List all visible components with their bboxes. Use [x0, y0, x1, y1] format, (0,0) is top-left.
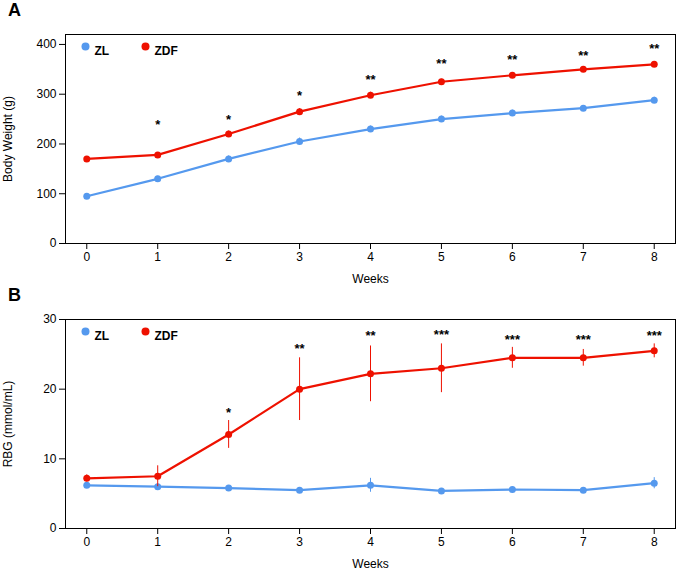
- svg-text:6: 6: [509, 535, 516, 549]
- svg-text:200: 200: [36, 137, 56, 151]
- svg-text:Weeks: Weeks: [352, 557, 388, 571]
- svg-text:300: 300: [36, 87, 56, 101]
- svg-text:5: 5: [438, 535, 445, 549]
- svg-text:**: **: [365, 72, 376, 87]
- svg-text:30: 30: [43, 312, 57, 326]
- svg-text:7: 7: [580, 535, 587, 549]
- svg-text:0: 0: [50, 236, 57, 250]
- svg-text:2: 2: [225, 250, 232, 264]
- svg-text:20: 20: [43, 382, 57, 396]
- svg-text:3: 3: [296, 535, 303, 549]
- svg-text:0: 0: [83, 535, 90, 549]
- svg-text:*: *: [155, 117, 161, 132]
- svg-text:3: 3: [296, 250, 303, 264]
- svg-text:***: ***: [434, 327, 450, 342]
- svg-text:4: 4: [367, 250, 374, 264]
- svg-text:4: 4: [367, 535, 374, 549]
- svg-text:1: 1: [154, 250, 161, 264]
- svg-text:ZL: ZL: [95, 44, 110, 58]
- svg-text:ZDF: ZDF: [155, 44, 178, 58]
- svg-text:8: 8: [651, 535, 658, 549]
- svg-text:*: *: [226, 405, 232, 420]
- svg-text:ZL: ZL: [95, 329, 110, 343]
- svg-text:7: 7: [580, 250, 587, 264]
- svg-text:RBG (mmol/mL): RBG (mmol/mL): [1, 381, 15, 468]
- svg-text:6: 6: [509, 250, 516, 264]
- svg-text:*: *: [297, 88, 303, 103]
- svg-text:1: 1: [154, 535, 161, 549]
- svg-text:***: ***: [647, 328, 663, 343]
- svg-text:**: **: [365, 328, 376, 343]
- svg-text:10: 10: [43, 452, 57, 466]
- svg-text:**: **: [649, 41, 660, 56]
- svg-text:**: **: [578, 48, 589, 63]
- html-text:A: A: [8, 0, 21, 20]
- svg-text:100: 100: [36, 187, 56, 201]
- svg-text:400: 400: [36, 37, 56, 51]
- svg-text:5: 5: [438, 250, 445, 264]
- svg-text:2: 2: [225, 535, 232, 549]
- svg-text:*: *: [226, 112, 232, 127]
- html-text:B: B: [8, 285, 21, 305]
- svg-text:**: **: [507, 52, 518, 67]
- svg-text:Weeks: Weeks: [352, 272, 388, 286]
- svg-text:ZDF: ZDF: [155, 329, 178, 343]
- svg-text:0: 0: [83, 250, 90, 264]
- svg-text:0: 0: [50, 521, 57, 535]
- svg-text:**: **: [436, 56, 447, 71]
- svg-text:8: 8: [651, 250, 658, 264]
- svg-text:**: **: [295, 341, 306, 356]
- svg-text:***: ***: [505, 332, 521, 347]
- svg-text:***: ***: [576, 332, 592, 347]
- svg-text:Body Weight (g): Body Weight (g): [1, 96, 15, 182]
